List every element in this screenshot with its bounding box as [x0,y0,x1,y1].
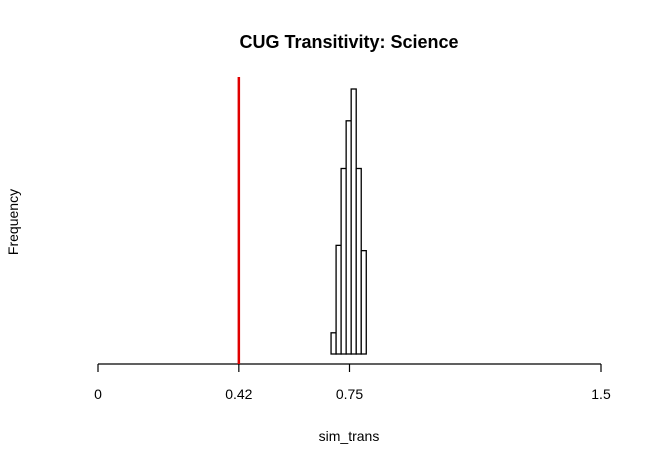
x-tick-label: 0.75 [336,386,363,402]
histogram-bar [350,88,357,355]
x-tick-label: 0 [94,386,102,402]
histogram-bar [345,120,352,355]
y-axis-label: Frequency [5,189,21,255]
x-tick-label: 0.42 [225,386,252,402]
x-axis: 0 0.42 0.75 1.5 [94,363,611,402]
histogram-bar [330,332,337,355]
histogram-bar [340,167,347,355]
histogram-bar [355,167,362,355]
histogram-bars [330,88,367,355]
histogram-bar [335,244,342,355]
x-tick-label: 1.5 [591,386,611,402]
chart-title: CUG Transitivity: Science [239,32,458,52]
x-axis-label: sim_trans [319,428,380,444]
histogram-bar [360,249,367,355]
